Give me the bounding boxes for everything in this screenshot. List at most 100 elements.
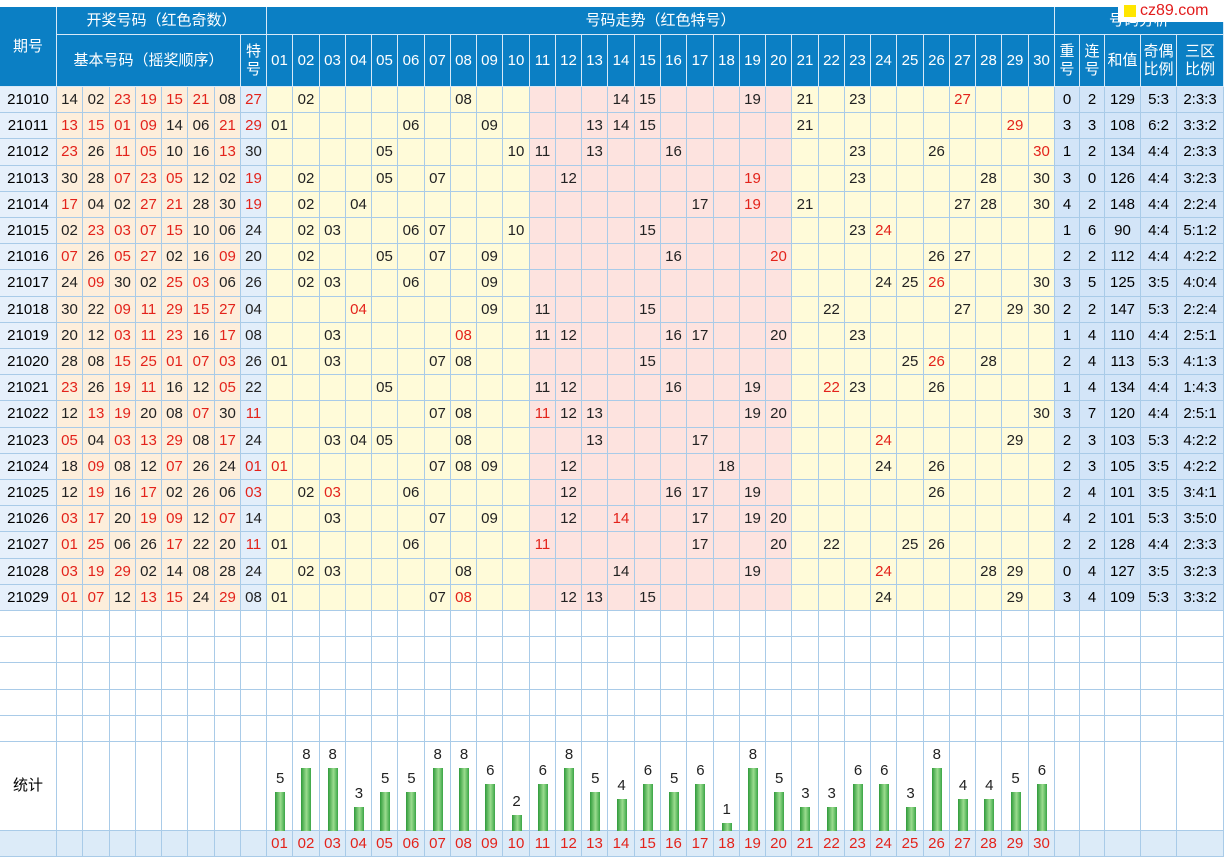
trend-number-text: 19 [744, 405, 761, 422]
blank-cell [1177, 690, 1224, 716]
blank-cell [1080, 690, 1105, 716]
trend-cell [346, 506, 372, 532]
odd_even-text: 4:4 [1148, 221, 1169, 239]
trend-cell [845, 113, 871, 139]
basic-number: 27 [136, 244, 162, 270]
blank-cell [267, 716, 293, 742]
blank-cell [661, 690, 687, 716]
trend-number: 09 [477, 113, 503, 139]
trend-cell [425, 113, 451, 139]
consecutive: 3 [1080, 428, 1105, 454]
blank-cell [687, 716, 714, 742]
trend-cell [320, 244, 346, 270]
trend-number: 24 [871, 218, 897, 244]
trend-number: 13 [582, 113, 608, 139]
trend-cell [320, 401, 346, 428]
blank-cell [241, 716, 267, 742]
blank-cell [1055, 637, 1080, 663]
special-number-text: 26 [245, 274, 262, 291]
basic-number: 26 [188, 454, 215, 480]
header-number: 29 [1002, 35, 1029, 87]
trend-cell [661, 297, 687, 323]
period-text: 21028 [7, 562, 49, 580]
blank-cell [608, 716, 635, 742]
trend-cell [530, 113, 556, 139]
blank-cell [714, 716, 740, 742]
footer-number-text: 08 [455, 834, 472, 852]
trend-number-text: 21 [796, 90, 814, 108]
header-trend-text: 号码走势（红色特号） [585, 11, 736, 29]
trend-cell [398, 375, 425, 401]
trend-cell [556, 428, 582, 454]
footer-number: 17 [687, 831, 714, 857]
header-zones: 三区比例 [1177, 35, 1224, 87]
basic-number: 03 [110, 323, 136, 349]
basic-number-text: 12 [192, 169, 210, 187]
sum: 103 [1105, 428, 1141, 454]
trend-number: 03 [320, 480, 346, 506]
blank-cell [320, 611, 346, 637]
blank-cell [1029, 690, 1055, 716]
header-number-text: 16 [665, 51, 682, 69]
trend-cell [346, 87, 372, 113]
trend-cell [503, 166, 530, 192]
trend-cell [1002, 323, 1029, 349]
blank-cell [871, 611, 897, 637]
trend-number-text: 17 [691, 509, 709, 527]
trend-cell [477, 375, 503, 401]
trend-number: 12 [556, 375, 582, 401]
trend-number: 03 [320, 323, 346, 349]
trend-number-text: 02 [297, 195, 315, 213]
header-number-text: 18 [718, 51, 735, 69]
trend-number-text: 07 [429, 509, 446, 527]
count-bar [275, 791, 286, 831]
trend-number-text: 20 [770, 536, 787, 553]
trend-cell [924, 113, 950, 139]
repeat: 2 [1055, 297, 1080, 323]
special-number: 14 [241, 506, 267, 532]
blank-cell [792, 637, 819, 663]
trend-number: 27 [950, 87, 976, 113]
trend-cell [1029, 454, 1055, 480]
trend-cell [661, 113, 687, 139]
basic-number-text: 05 [140, 143, 157, 160]
trend-number: 04 [346, 428, 372, 454]
basic-number: 13 [136, 428, 162, 454]
basic-number-text: 15 [87, 116, 105, 134]
repeat-text: 2 [1062, 352, 1072, 370]
trend-cell [714, 349, 740, 375]
blank-cell [819, 611, 845, 637]
header-number-text: 10 [507, 51, 525, 69]
trend-cell [1002, 349, 1029, 375]
trend-cell [792, 480, 819, 506]
stats-cell [83, 742, 110, 831]
basic-number: 16 [110, 480, 136, 506]
basic-number: 12 [83, 323, 110, 349]
blank-cell [950, 637, 976, 663]
repeat-text: 3 [1062, 169, 1072, 187]
trend-number: 06 [398, 270, 425, 297]
trend-cell [871, 480, 897, 506]
sum-text: 134 [1109, 378, 1136, 396]
trend-cell [503, 87, 530, 113]
trend-cell [661, 270, 687, 297]
period: 21027 [0, 532, 57, 559]
trend-number: 08 [451, 349, 477, 375]
trend-cell [950, 401, 976, 428]
blank-cell [398, 716, 425, 742]
special-number-text: 20 [245, 247, 262, 265]
trend-cell [608, 270, 635, 297]
trend-number: 13 [582, 139, 608, 166]
blank-cell [372, 637, 398, 663]
period: 21020 [0, 349, 57, 375]
blank-cell [136, 663, 162, 690]
header-consecutive: 连号 [1080, 35, 1105, 87]
blank-cell [83, 663, 110, 690]
special-number-text: 01 [245, 457, 262, 475]
blank-cell [976, 611, 1002, 637]
basic-number: 13 [57, 113, 83, 139]
basic-number: 06 [215, 480, 241, 506]
trend-number: 23 [845, 375, 871, 401]
trend-number-text: 19 [744, 562, 761, 580]
sum-text: 126 [1109, 169, 1136, 187]
